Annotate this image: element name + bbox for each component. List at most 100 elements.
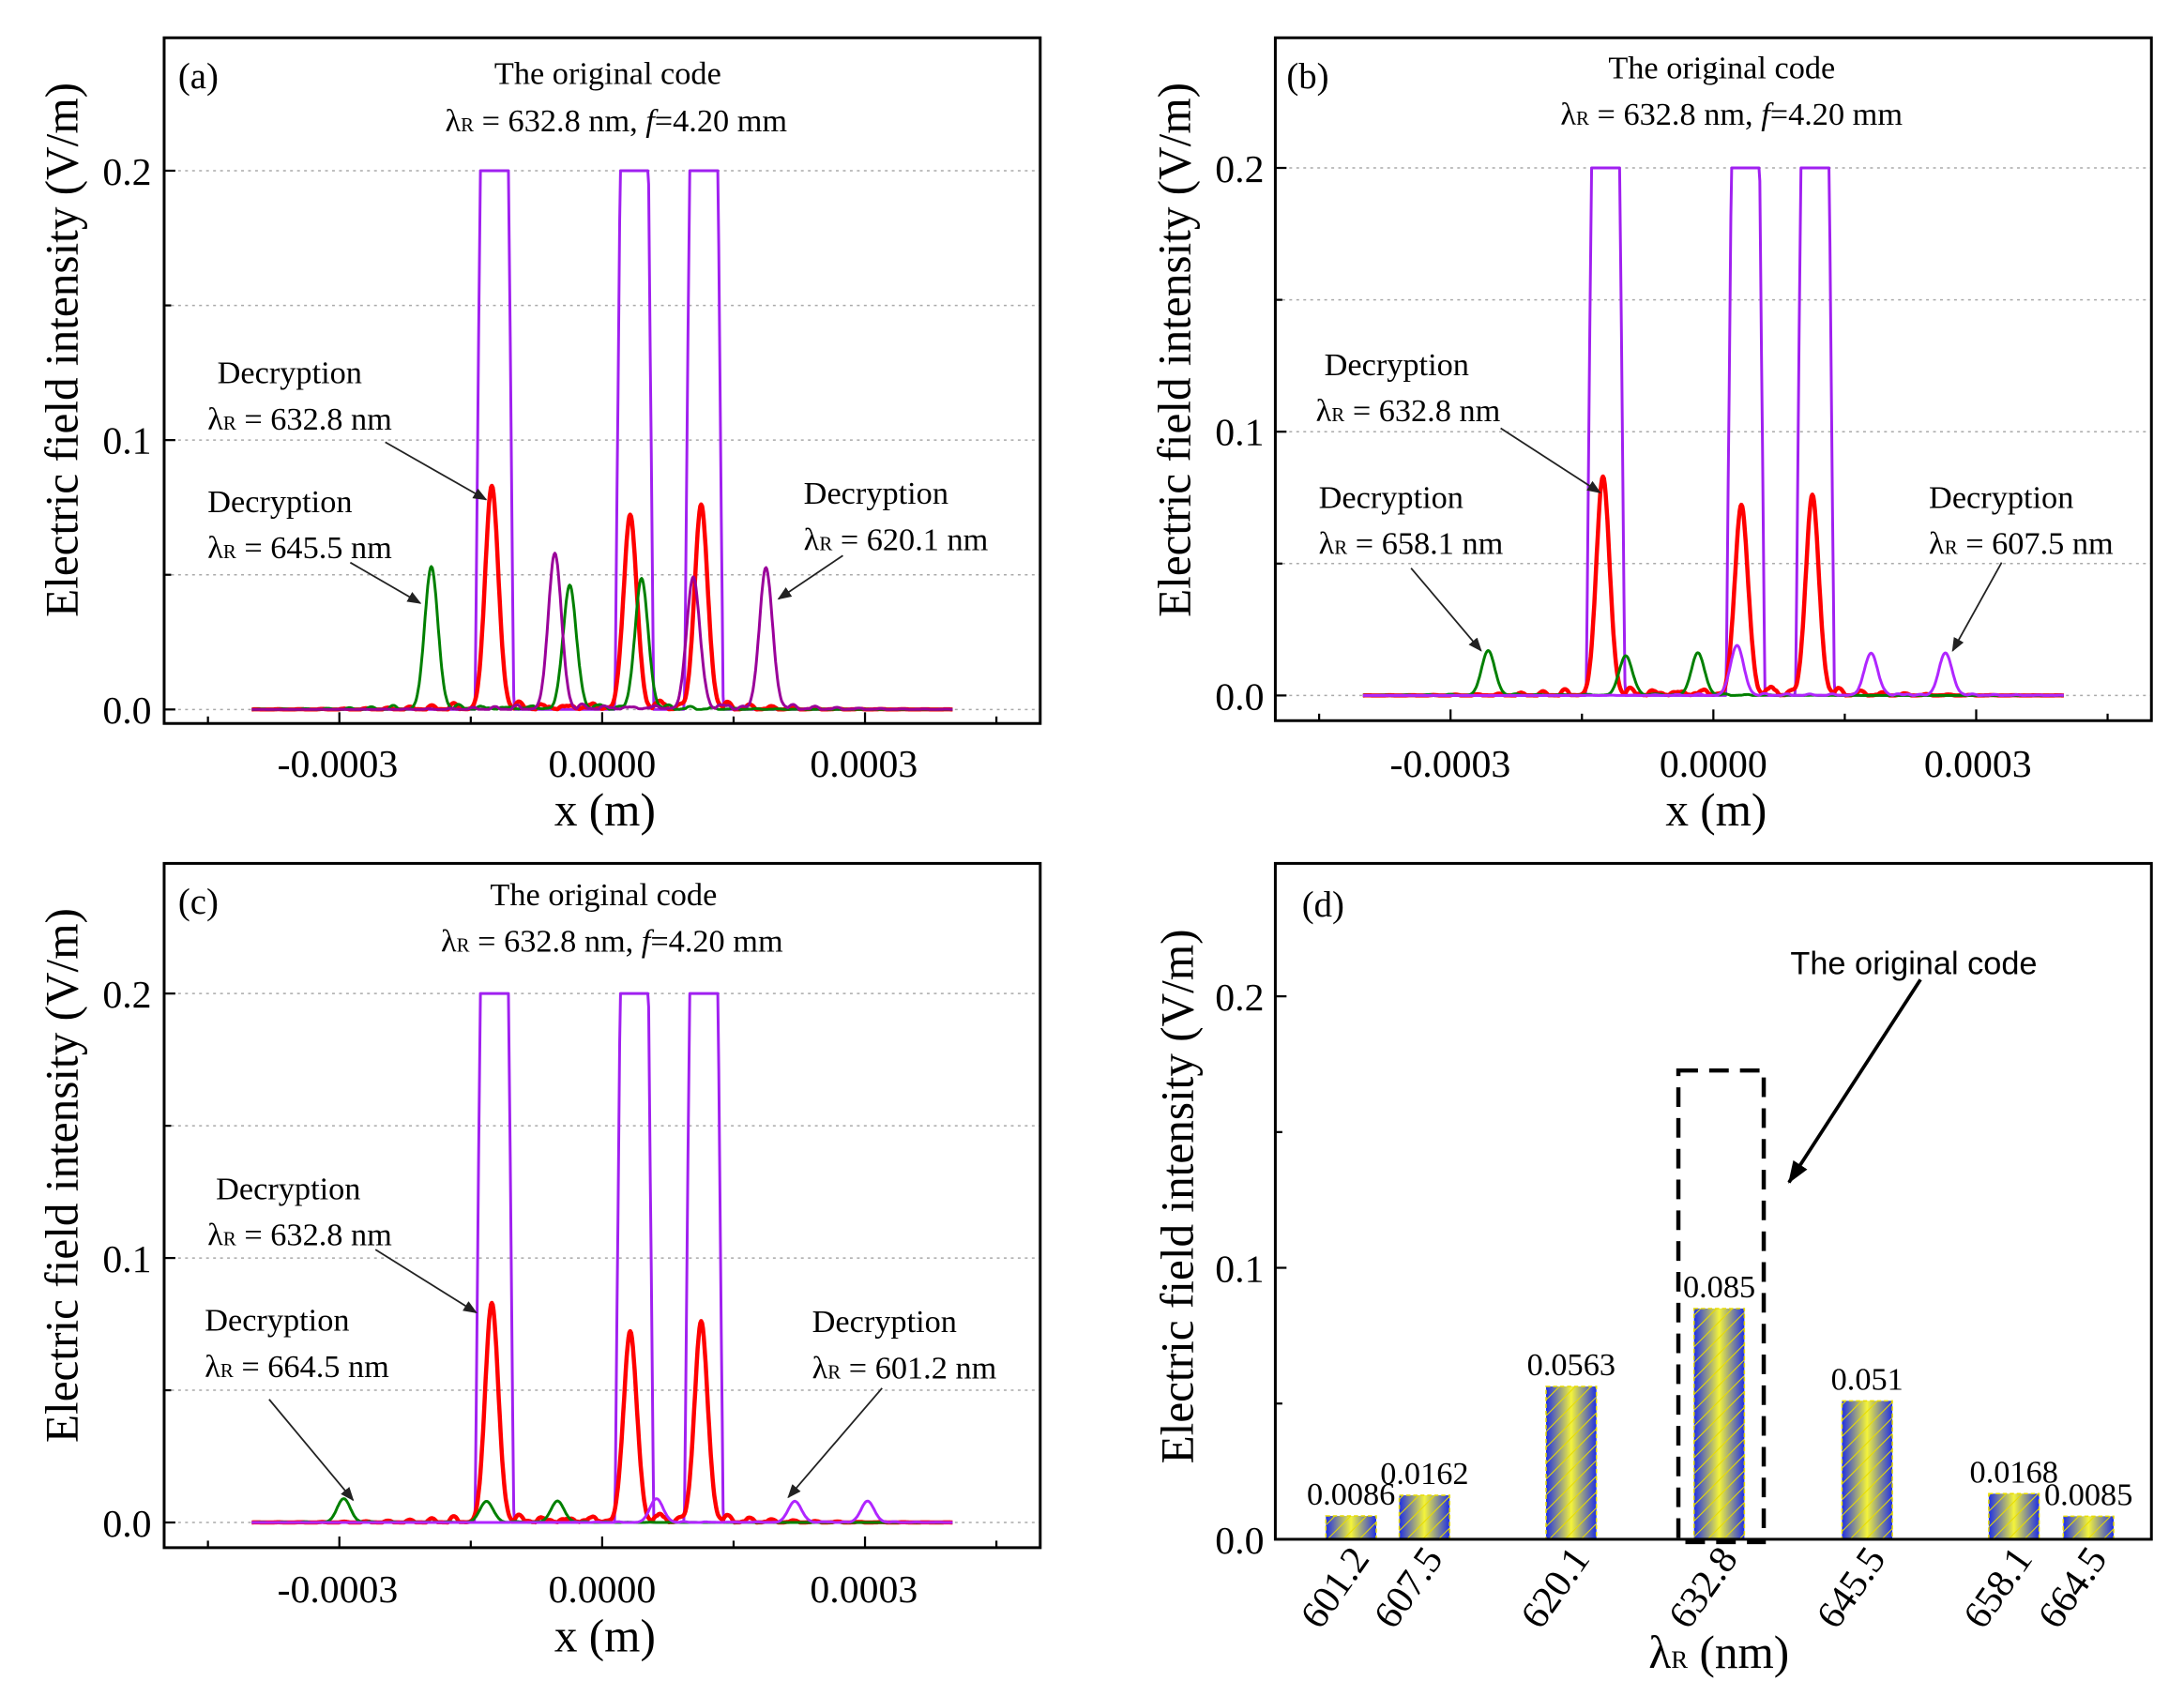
arrow bbox=[349, 561, 422, 604]
chart-title: The original code bbox=[490, 877, 717, 913]
annotation-632-8: Decryption λR = 632.8 nm bbox=[207, 1171, 478, 1314]
svg-text:Decryption: Decryption bbox=[205, 1303, 349, 1339]
y-tick-label: 0.1 bbox=[1215, 1248, 1264, 1291]
axis-ticks bbox=[1275, 166, 2109, 721]
curve-decryption-632-8-nm bbox=[250, 483, 954, 712]
svg-text:Decryption: Decryption bbox=[812, 1304, 957, 1340]
bar-hatch bbox=[1841, 1400, 1893, 1540]
bar-data-label: 0.0086 bbox=[1307, 1476, 1395, 1512]
bar-data-label: 0.0168 bbox=[1970, 1454, 2058, 1490]
annotation-632-8: Decryption λR = 632.8 nm bbox=[207, 356, 488, 501]
x-tick-label: 0.0003 bbox=[810, 743, 918, 786]
y-tick-label: 0.0 bbox=[102, 689, 151, 733]
bar-620.1 bbox=[1545, 1386, 1598, 1540]
x-tick-label: 0.0003 bbox=[810, 1568, 918, 1612]
arrow bbox=[777, 554, 843, 600]
bar-645.5 bbox=[1841, 1400, 1893, 1540]
panel-label: (d) bbox=[1302, 885, 1344, 925]
chart-subtitle: λR = 632.8 nm, f=4.20 mm bbox=[445, 103, 787, 139]
arrow bbox=[787, 1387, 883, 1499]
chart-subtitle: λR = 632.8 nm, f=4.20 mm bbox=[441, 923, 783, 959]
curve-decryption-601-2-nm bbox=[250, 1497, 954, 1524]
arrow bbox=[268, 1399, 355, 1502]
chart-subtitle: λR = 632.8 nm, f=4.20 mm bbox=[1560, 97, 1903, 132]
bar-hatch bbox=[1692, 1308, 1746, 1540]
svg-text:λR = 632.8 nm: λR = 632.8 nm bbox=[207, 401, 392, 437]
curve-decryption-620-1-nm bbox=[250, 552, 954, 711]
gridlines bbox=[1275, 167, 2152, 697]
highlight-arrow bbox=[1787, 978, 1922, 1184]
svg-text:Decryption: Decryption bbox=[1319, 480, 1464, 516]
annotation-620-1: Decryption λR = 620.1 nm bbox=[777, 476, 989, 600]
curve-decryption-607-5-nm bbox=[1362, 644, 2065, 697]
svg-text:Decryption: Decryption bbox=[216, 1171, 360, 1206]
svg-text:Decryption: Decryption bbox=[1929, 480, 2073, 516]
y-tick-label: 0.1 bbox=[1215, 411, 1264, 454]
bar-632.8 bbox=[1692, 1308, 1746, 1540]
svg-text:λR = 601.2 nm: λR = 601.2 nm bbox=[812, 1350, 997, 1386]
bar-hatch bbox=[2062, 1515, 2115, 1540]
svg-text:Decryption: Decryption bbox=[804, 476, 948, 511]
curve-the-original-code bbox=[250, 992, 954, 1524]
svg-text:λR = 658.1 nm: λR = 658.1 nm bbox=[1319, 526, 1504, 562]
curves bbox=[250, 169, 954, 712]
x-tick-label: 0.0000 bbox=[1660, 743, 1767, 786]
gridlines bbox=[163, 992, 1040, 1523]
x-tick-label: 0.0003 bbox=[1924, 743, 2032, 786]
highlight-box bbox=[1676, 1068, 1767, 1545]
bar-607.5 bbox=[1398, 1494, 1450, 1540]
y-tick-label: 0.1 bbox=[102, 419, 151, 462]
panel-a: (a) The original code λR = 632.8 nm, f=4… bbox=[36, 36, 1042, 836]
highlight-label: The original code bbox=[1790, 946, 2037, 981]
arrow bbox=[385, 441, 488, 501]
bar-data-label: 0.085 bbox=[1683, 1269, 1755, 1305]
x-axis-label: λR (nm) bbox=[1648, 1627, 1789, 1678]
y-axis-label: Electric field intensity (V/m) bbox=[1151, 929, 1203, 1463]
arrow bbox=[1410, 568, 1482, 652]
svg-text:λR = 632.8 nm: λR = 632.8 nm bbox=[207, 1218, 392, 1253]
panel-label: (b) bbox=[1286, 56, 1328, 97]
annotation-632-8: Decryption λR = 632.8 nm bbox=[1316, 347, 1601, 493]
x-tick-label: 607.5 bbox=[1366, 1539, 1452, 1636]
svg-text:λR = 620.1 nm: λR = 620.1 nm bbox=[804, 522, 989, 557]
plot-frame bbox=[1273, 861, 2153, 1541]
arrow bbox=[374, 1249, 478, 1314]
y-tick-label: 0.2 bbox=[1215, 148, 1264, 191]
x-tick-label: -0.0003 bbox=[1390, 743, 1511, 786]
y-axis-label: Electric field intensity (V/m) bbox=[36, 908, 87, 1443]
chart-title: The original code bbox=[1608, 51, 1835, 86]
x-axis-label: x (m) bbox=[1665, 784, 1767, 836]
annotation-607-5: Decryption λR = 607.5 nm bbox=[1929, 480, 2114, 652]
bar-hatch bbox=[1988, 1492, 2040, 1540]
annotation-645-5: Decryption λR = 645.5 nm bbox=[207, 484, 422, 604]
y-tick-label: 0.0 bbox=[1215, 1520, 1264, 1563]
curve-the-original-code bbox=[250, 169, 954, 711]
y-tick-label: 0.2 bbox=[1215, 977, 1264, 1020]
bar-data-label: 0.0162 bbox=[1380, 1456, 1468, 1492]
curves bbox=[250, 992, 954, 1525]
x-tick-label: 620.1 bbox=[1512, 1539, 1599, 1636]
panel-c: (c) The original code λR = 632.8 nm, f=4… bbox=[36, 861, 1042, 1661]
x-tick-label: 664.5 bbox=[2030, 1539, 2116, 1636]
y-tick-label: 0.2 bbox=[102, 151, 151, 194]
x-tick-label: 0.0000 bbox=[548, 1568, 656, 1612]
bar-data-label: 0.051 bbox=[1831, 1361, 1903, 1397]
axis-ticks bbox=[163, 992, 998, 1548]
svg-text:Decryption: Decryption bbox=[207, 484, 352, 520]
y-tick-label: 0.0 bbox=[1215, 675, 1264, 719]
svg-text:λR = 645.5 nm: λR = 645.5 nm bbox=[207, 530, 392, 566]
panel-label: (a) bbox=[178, 56, 219, 97]
x-axis-label: x (m) bbox=[554, 1610, 656, 1661]
svg-text:λR = 632.8 nm: λR = 632.8 nm bbox=[1316, 393, 1501, 429]
bar-664.5 bbox=[2062, 1515, 2115, 1540]
bar-hatch bbox=[1398, 1494, 1450, 1540]
curve-decryption-658-1-nm bbox=[1362, 649, 2065, 697]
curve-decryption-645-5-nm bbox=[250, 565, 954, 711]
arrow bbox=[1951, 562, 2003, 652]
svg-text:λR = 607.5 nm: λR = 607.5 nm bbox=[1929, 526, 2114, 562]
gridlines bbox=[163, 170, 1040, 711]
curve-the-original-code bbox=[1362, 166, 2065, 697]
x-tick-label: 601.2 bbox=[1293, 1539, 1379, 1636]
